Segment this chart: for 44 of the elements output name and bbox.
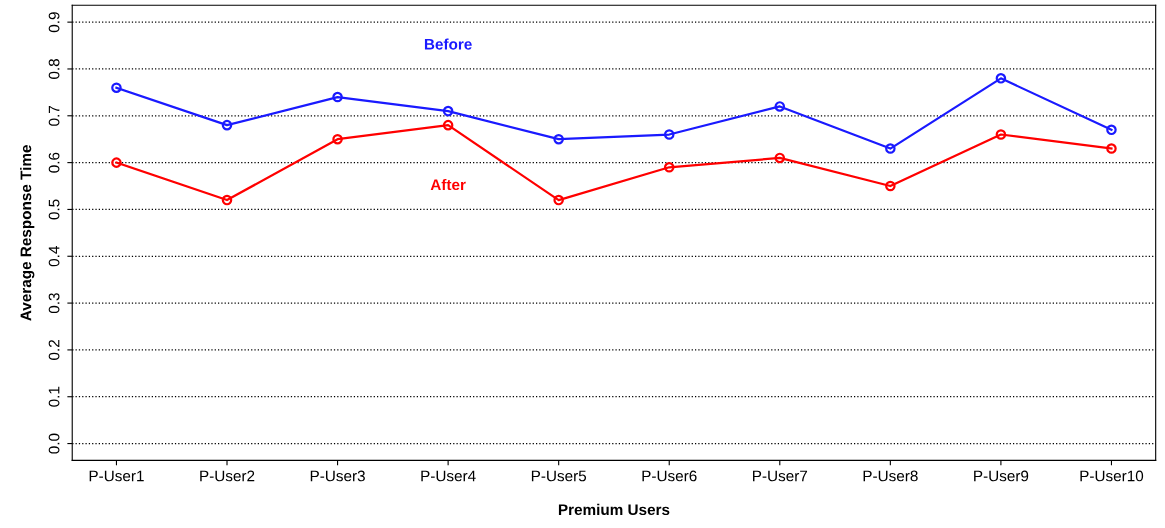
point [1106, 124, 1117, 136]
point [1106, 143, 1117, 154]
text: Before [424, 38, 472, 50]
point [663, 129, 675, 140]
point [221, 119, 233, 131]
x-axis-title: Premium Users [558, 503, 670, 516]
point [553, 133, 564, 145]
x-tick-label: P-User6 [642, 470, 697, 482]
point [885, 180, 896, 192]
y-axis-title: Average Response Time [20, 145, 35, 321]
x-tick-label: P-User2 [200, 470, 255, 482]
point [885, 143, 896, 154]
point [663, 162, 675, 173]
x-tick-label: P-User5 [531, 470, 587, 482]
x-tick-label: P-User4 [421, 470, 476, 482]
x-tick-label: P-User7 [753, 470, 808, 482]
point [553, 194, 564, 206]
y-tick-label: 0.6 [48, 152, 60, 173]
point [221, 194, 233, 206]
point [332, 133, 343, 145]
point [442, 119, 454, 131]
point [442, 105, 454, 117]
y-tick-label: 0.8 [48, 59, 60, 79]
y-tick-label: 0.4 [48, 246, 60, 267]
point [111, 157, 122, 168]
y-tick-label: 0.9 [48, 12, 60, 33]
point [774, 152, 786, 164]
point [111, 82, 122, 93]
text: After [430, 178, 466, 191]
point [332, 91, 343, 103]
y-tick-label: 0.5 [48, 199, 60, 220]
point [774, 101, 786, 112]
x-tick-label: P-User9 [974, 470, 1029, 482]
x-tick-label: P-User8 [863, 470, 918, 482]
x-tick-label: P-User1 [89, 470, 144, 482]
x-tick-label: P-User3 [310, 470, 365, 482]
y-tick-label: 0.0 [48, 433, 60, 454]
y-tick-label: 0.1 [48, 386, 60, 407]
point [995, 129, 1007, 140]
y-tick-label: 0.3 [48, 293, 60, 314]
point [995, 73, 1007, 84]
x-tick-label: P-User10 [1080, 470, 1144, 482]
y-tick-label: 0.2 [48, 340, 60, 360]
y-tick-label: 0.7 [48, 105, 60, 126]
